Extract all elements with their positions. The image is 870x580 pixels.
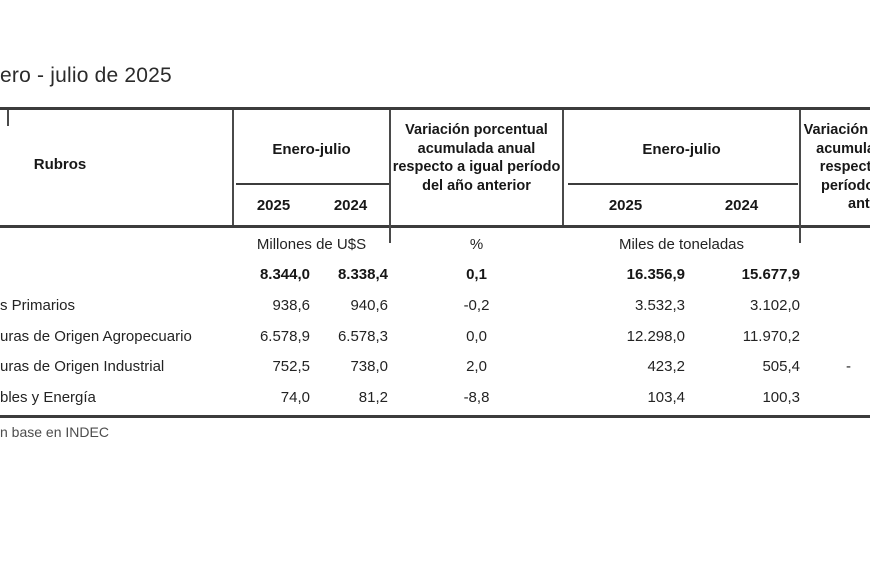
- header-group1-2025: 2025: [256, 197, 291, 214]
- left-border-stub: [7, 110, 9, 126]
- cell-variacion: 2,0: [466, 358, 487, 375]
- header-variacion-porcentual-cropped: Variación porcentual acumulada anual res…: [803, 122, 870, 213]
- cell-tons-2024: 15.677,9: [741, 266, 800, 283]
- cell-tons-2024: 505,4: [762, 358, 800, 375]
- column-separator-4: [799, 110, 801, 243]
- cell-usd-2024: 81,2: [358, 389, 388, 406]
- header-rubros: Rubros: [33, 156, 87, 173]
- table-bottom-border: [0, 415, 870, 418]
- header-group1-enero-julio: Enero-julio: [272, 141, 351, 158]
- table-row-total: 8.344,0 8.338,4 0,1 16.356,9 15.677,9: [0, 266, 870, 287]
- table-row-industrial: uras de Origen Industrial 752,5 738,0 2,…: [0, 358, 870, 379]
- unit-millones-uss: Millones de U$S: [256, 236, 367, 253]
- row-label: bles y Energía: [0, 389, 96, 406]
- cell-usd-2025: 752,5: [272, 358, 310, 375]
- cell-usd-2024: 8.338,4: [337, 266, 388, 283]
- cell-variacion: -8,8: [463, 389, 490, 406]
- row-label: uras de Origen Agropecuario: [0, 328, 192, 345]
- cell-tons-2025: 12.298,0: [626, 328, 685, 345]
- cell-variacion: -0,2: [463, 297, 490, 314]
- source-note: n base en INDEC: [0, 424, 109, 440]
- cell-usd-2025: 6.578,9: [259, 328, 310, 345]
- table-row-primarios: s Primarios 938,6 940,6 -0,2 3.532,3 3.1…: [0, 297, 870, 318]
- group1-underline: [236, 183, 390, 185]
- cell-tons-2024: 100,3: [762, 389, 800, 406]
- column-separator-1: [232, 110, 234, 225]
- group2-underline: [568, 183, 798, 185]
- cell-variacion: 0,0: [466, 328, 487, 345]
- cell-usd-2024: 6.578,3: [337, 328, 388, 345]
- row-label: s Primarios: [0, 297, 76, 314]
- header-bottom-border: [0, 225, 870, 228]
- page-title: ero - julio de 2025: [0, 64, 172, 87]
- table-row-combustibles: bles y Energía 74,0 81,2 -8,8 103,4 100,…: [0, 389, 870, 410]
- unit-percent: %: [469, 236, 484, 253]
- cell-usd-2025: 74,0: [280, 389, 310, 406]
- cell-tons-2025: 423,2: [647, 358, 685, 375]
- unit-miles-toneladas: Miles de toneladas: [618, 236, 745, 253]
- column-separator-2: [389, 110, 391, 243]
- cell-tons-2024: 11.970,2: [742, 328, 800, 345]
- table-row-agropecuario: uras de Origen Agropecuario 6.578,9 6.57…: [0, 328, 870, 349]
- cell-usd-2025: 8.344,0: [259, 266, 310, 283]
- row-label: uras de Origen Industrial: [0, 358, 165, 375]
- cell-tons-2025: 3.532,3: [634, 297, 685, 314]
- table-top-border: [0, 107, 870, 110]
- cell-tons-2025: 16.356,9: [626, 266, 685, 283]
- cell-usd-2025: 938,6: [272, 297, 310, 314]
- column-separator-3: [562, 110, 564, 225]
- header-group2-2025: 2025: [608, 197, 643, 214]
- units-row: Millones de U$S % Miles de toneladas: [0, 236, 870, 257]
- header-group1-2024: 2024: [333, 197, 368, 214]
- cell-variacion: 0,1: [466, 266, 487, 283]
- cell-usd-2024: 738,0: [350, 358, 388, 375]
- cell-tons-2025: 103,4: [647, 389, 685, 406]
- header-group2-enero-julio: Enero-julio: [642, 141, 721, 158]
- cell-tons-2024: 3.102,0: [749, 297, 800, 314]
- cell-variacion-cropped: -: [846, 358, 851, 375]
- header-group2-2024: 2024: [724, 197, 759, 214]
- header-variacion-porcentual: Variación porcentual acumulada anual res…: [392, 122, 561, 194]
- cell-usd-2024: 940,6: [350, 297, 388, 314]
